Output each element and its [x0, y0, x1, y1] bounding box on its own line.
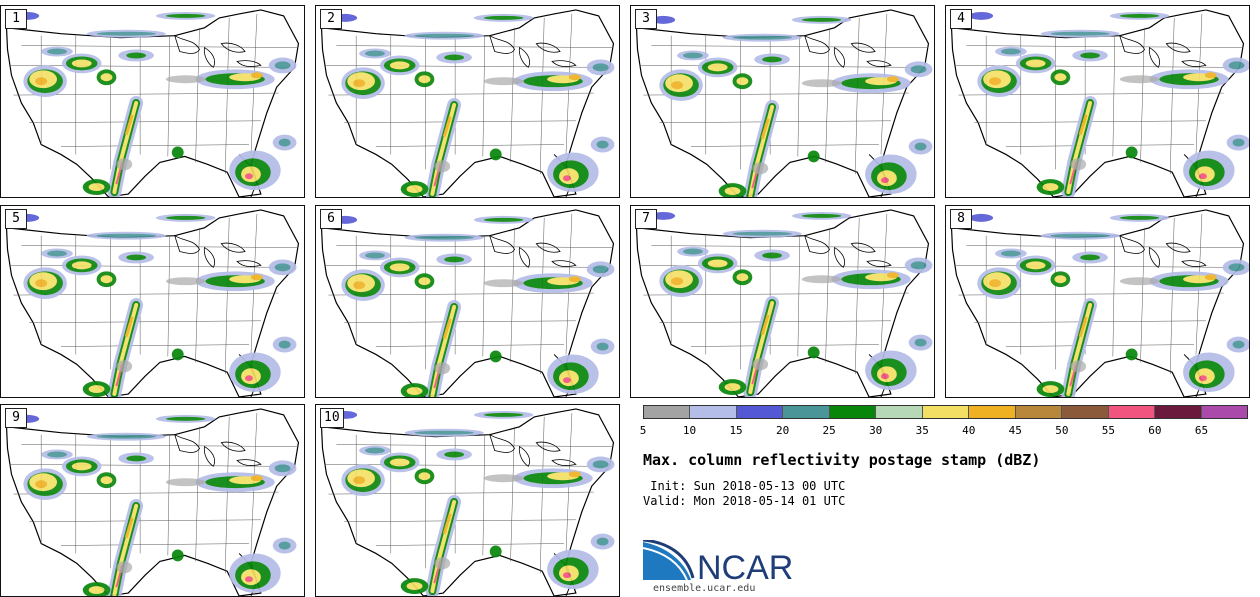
reflectivity-map	[5, 6, 304, 197]
colorbar	[643, 405, 1248, 419]
colorbar-tick-label: 60	[1148, 424, 1162, 437]
member-number: 4	[950, 9, 972, 29]
stamp-panel: 10	[315, 404, 620, 597]
stamp-panel: 3	[630, 5, 935, 198]
colorbar-tick-label: 30	[869, 424, 883, 437]
member-number: 1	[5, 9, 27, 29]
stamp-panel: 5	[0, 205, 305, 398]
colorbar-tick-label: 50	[1055, 424, 1069, 437]
colorbar-tick-labels: 5 10 15 20 25 30 35 40 45 50 55 60 65	[639, 424, 1248, 438]
colorbar-tick-label: 45	[1008, 424, 1022, 437]
member-number: 8	[950, 209, 972, 229]
colorbar-segment	[783, 406, 830, 418]
reflectivity-map	[950, 6, 1249, 197]
reflectivity-map	[635, 6, 934, 197]
member-number: 6	[320, 209, 342, 229]
colorbar-segment	[1015, 406, 1063, 418]
reflectivity-map	[5, 405, 304, 596]
colorbar-segment	[922, 406, 970, 418]
colorbar-segment	[1201, 406, 1248, 418]
ncar-url: ensemble.ucar.edu	[653, 583, 756, 594]
colorbar-tick-label: 5	[639, 424, 647, 437]
colorbar-segment	[736, 406, 784, 418]
colorbar-tick-label: 10	[682, 424, 697, 437]
reflectivity-map	[320, 6, 619, 197]
colorbar-tick-label: 40	[962, 424, 976, 437]
colorbar-segment	[1062, 406, 1109, 418]
stamp-panel: 4	[945, 5, 1250, 198]
reflectivity-map	[950, 206, 1249, 397]
colorbar-tick-label: 55	[1101, 424, 1115, 437]
stamp-panel: 2	[315, 5, 620, 198]
reflectivity-map	[635, 206, 934, 397]
colorbar-segment	[1155, 406, 1202, 418]
reflectivity-map	[320, 206, 619, 397]
colorbar-tick-label: 20	[775, 424, 790, 437]
colorbar-segment	[644, 406, 691, 418]
member-number: 9	[5, 408, 27, 428]
member-number: 3	[635, 9, 657, 29]
member-number: 5	[5, 209, 27, 229]
stamp-panel: 9	[0, 404, 305, 597]
member-number: 2	[320, 9, 342, 29]
colorbar-tick-label: 15	[729, 424, 743, 437]
colorbar-tick-label: 25	[822, 424, 836, 437]
product-title: Max. column reflectivity postage stamp (…	[643, 451, 1041, 469]
member-number: 7	[635, 209, 657, 229]
colorbar-segment	[829, 406, 877, 418]
colorbar-segment	[1108, 406, 1156, 418]
member-number: 10	[320, 408, 344, 428]
reflectivity-map	[320, 405, 619, 596]
reflectivity-map	[5, 206, 304, 397]
valid-time: Valid: Mon 2018-05-14 01 UTC	[643, 494, 846, 508]
ncar-logo: NCAR	[643, 540, 793, 584]
colorbar-segment	[876, 406, 923, 418]
stamp-panel: 6	[315, 205, 620, 398]
colorbar-segment	[969, 406, 1016, 418]
stamp-panel: 7	[630, 205, 935, 398]
colorbar-segment	[690, 406, 737, 418]
svg-text:NCAR: NCAR	[697, 549, 793, 584]
stamp-panel: 1	[0, 5, 305, 198]
stamp-panel: 8	[945, 205, 1250, 398]
init-time: Init: Sun 2018-05-13 00 UTC	[643, 479, 846, 493]
colorbar-tick-label: 35	[915, 424, 929, 437]
colorbar-tick-label: 65	[1194, 424, 1209, 437]
